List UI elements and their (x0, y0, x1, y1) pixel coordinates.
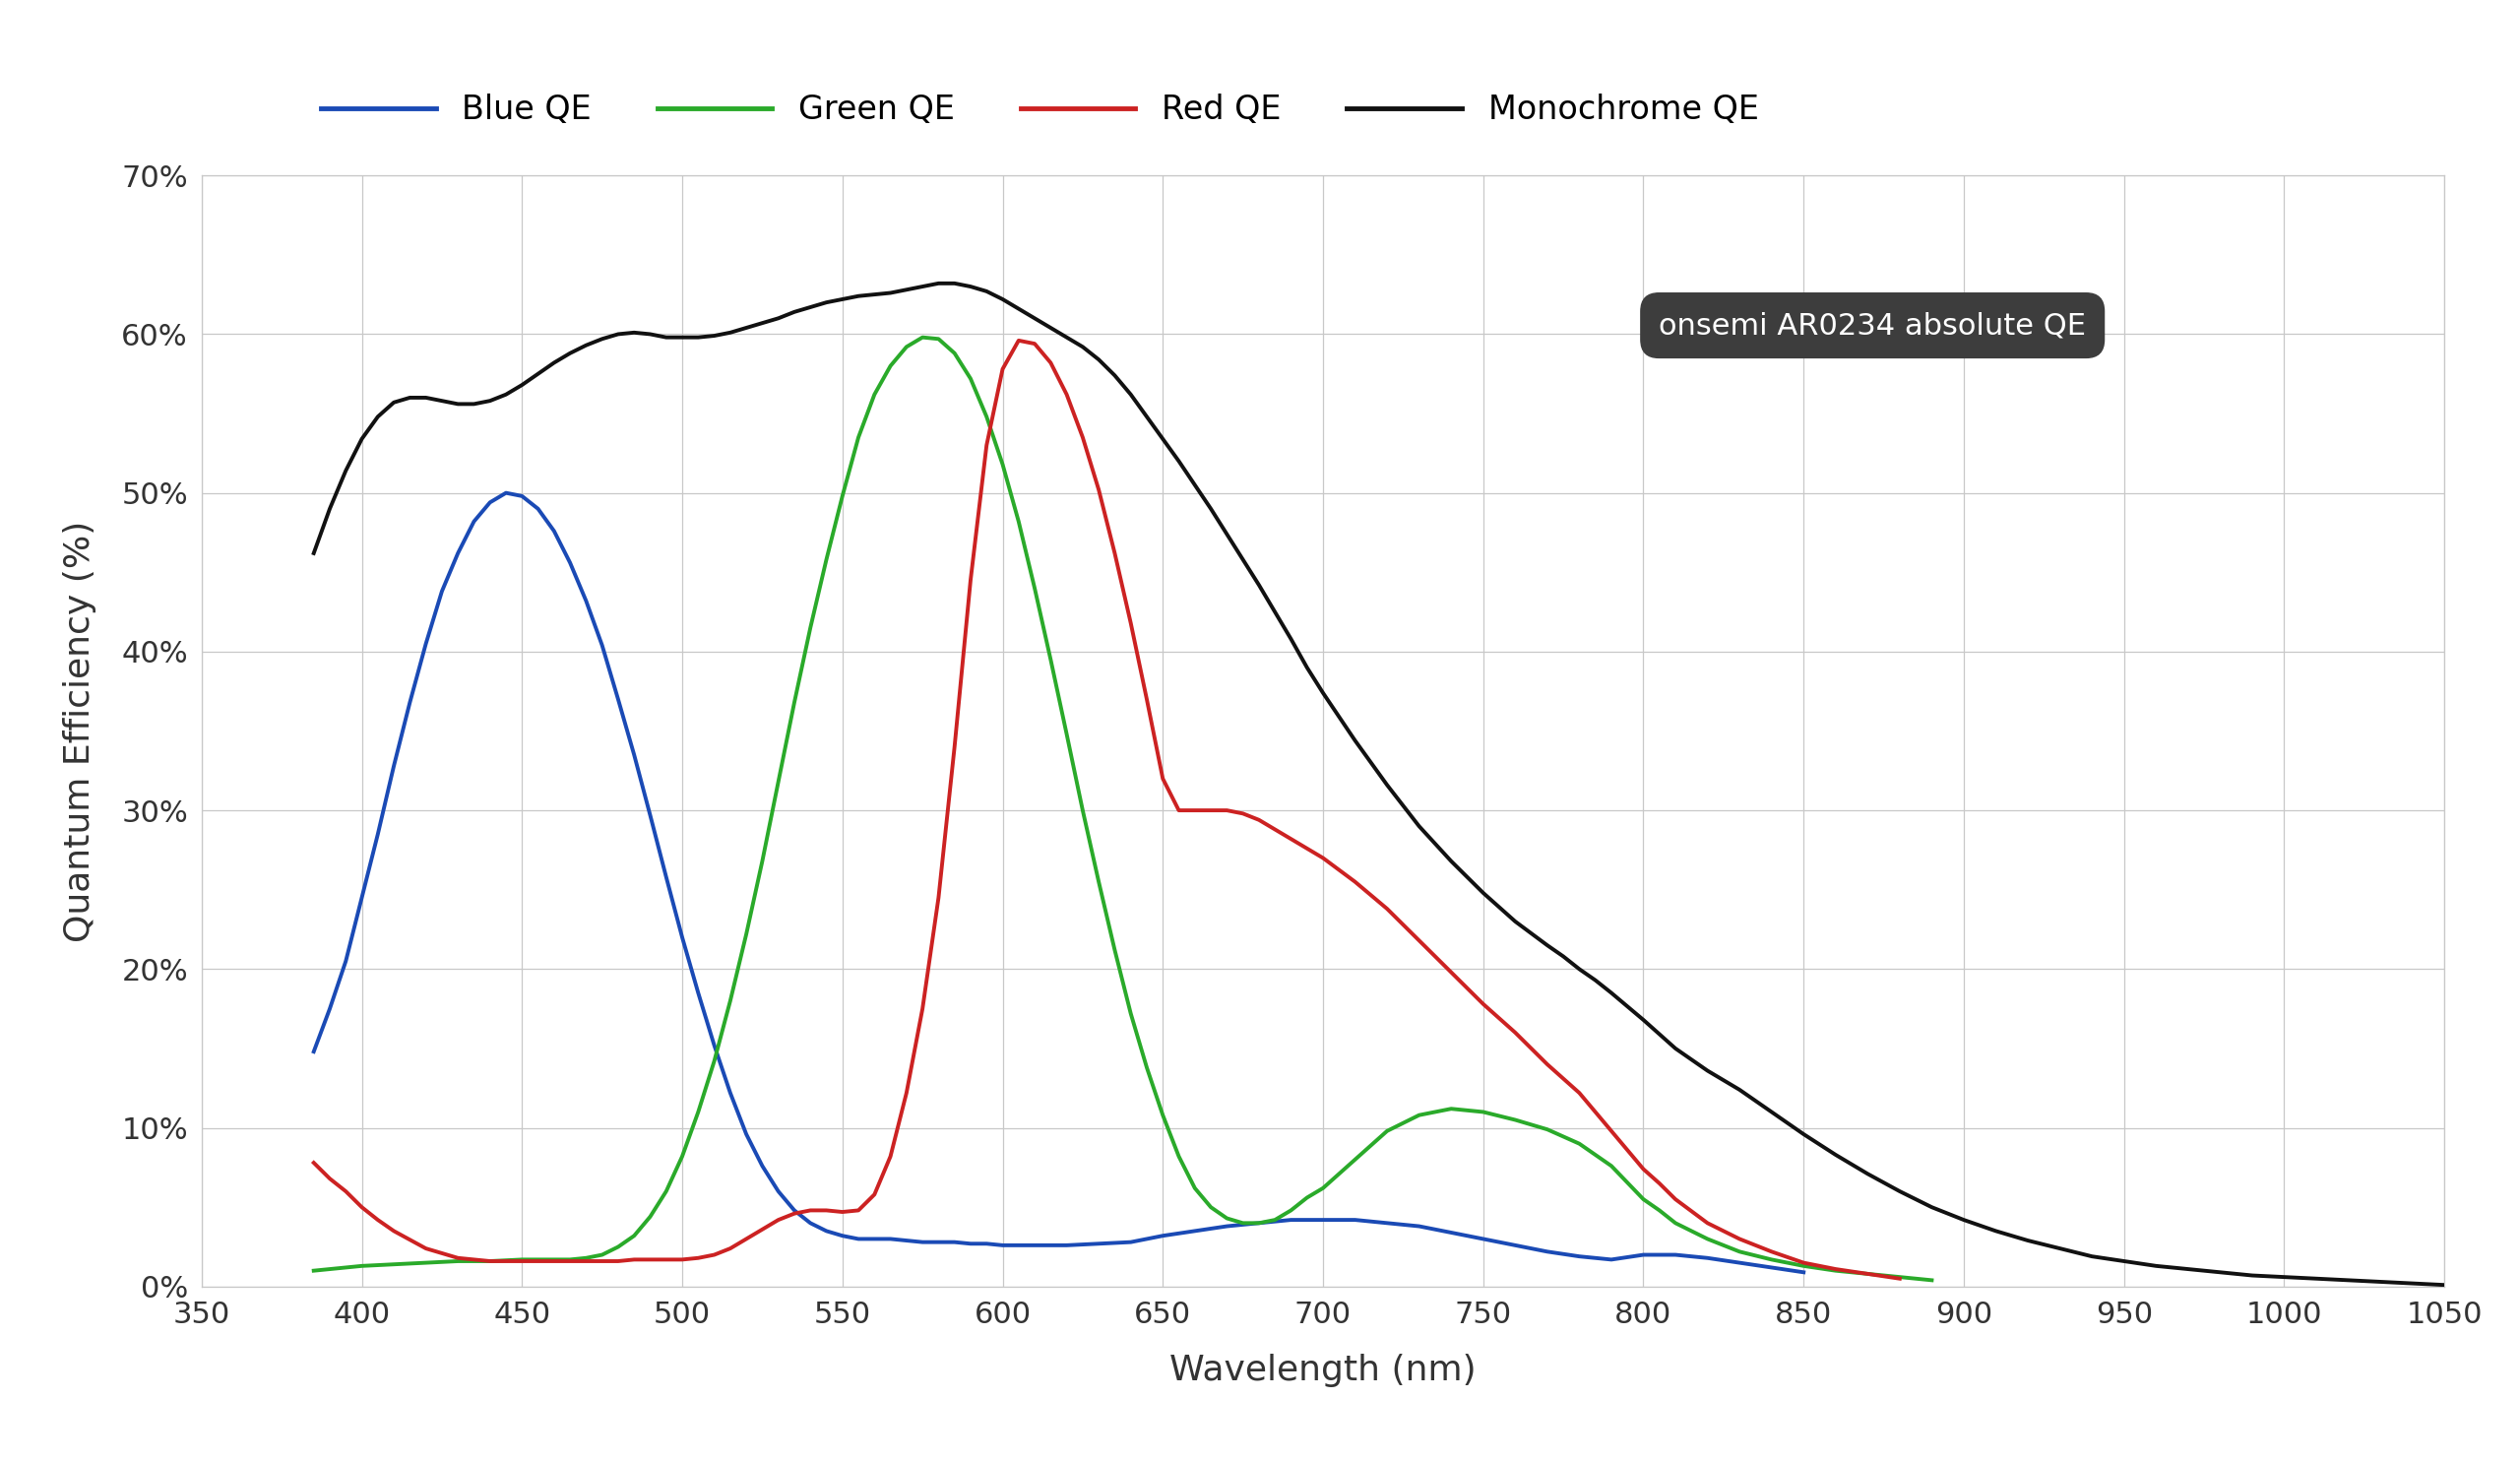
X-axis label: Wavelength (nm): Wavelength (nm) (1169, 1354, 1477, 1387)
Legend: Blue QE, Green QE, Red QE, Monochrome QE: Blue QE, Green QE, Red QE, Monochrome QE (307, 80, 1772, 139)
Text: onsemi AR0234 absolute QE: onsemi AR0234 absolute QE (1658, 311, 2087, 339)
Y-axis label: Quantum Efficiency (%): Quantum Efficiency (%) (63, 520, 96, 942)
